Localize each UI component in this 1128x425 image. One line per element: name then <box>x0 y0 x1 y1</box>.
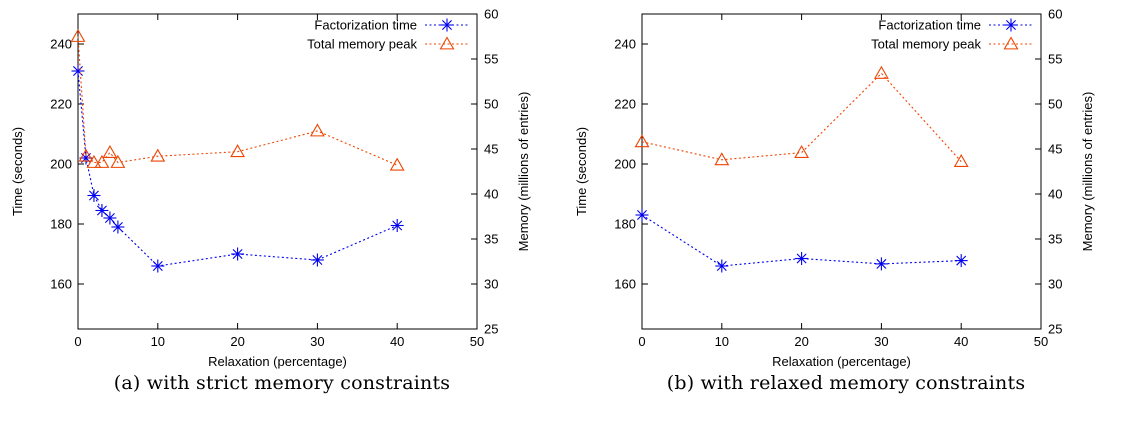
chart-1-series-1-point <box>794 144 810 159</box>
chart-0-series-0-line <box>77 70 398 267</box>
chart-0-series-0-point <box>231 247 245 261</box>
chart-0-y2-tick-label: 30 <box>484 277 498 292</box>
chart-1-y2-tick-label: 45 <box>1048 142 1062 157</box>
chart-0-y2-tick-label: 45 <box>484 142 498 157</box>
chart-0-series-0-point <box>71 64 85 78</box>
chart-0-legend: Factorization time Total memory peak <box>307 18 469 52</box>
chart-1-legend-marker <box>1004 18 1018 32</box>
chart-0-series-1 <box>70 28 405 171</box>
chart-0-series-1-line <box>77 36 398 166</box>
chart-1-series-0-point <box>954 254 968 268</box>
chart-0-series-0 <box>71 64 404 273</box>
chart-0-y-tick-label: 200 <box>50 157 72 172</box>
chart-0-series-0-point <box>87 189 101 202</box>
chart-0-series-1-point <box>102 144 118 159</box>
chart-0-legend-label: Total memory peak <box>307 37 417 52</box>
chart-0-series-1-point <box>309 123 325 137</box>
chart-0-series-0-point <box>103 211 117 225</box>
chart-1-y-tick-label: 240 <box>614 37 636 52</box>
chart-1-series-1-point <box>634 134 650 148</box>
chart-1-y2-tick-label: 40 <box>1048 187 1062 202</box>
chart-1-y-tick-label: 220 <box>614 97 636 112</box>
chart-1-series-0-point <box>715 259 729 273</box>
chart-0-y-tick-label: 180 <box>50 217 72 232</box>
chart-0-x-tick-label: 0 <box>74 334 81 349</box>
chart-0-legend-marker <box>439 36 455 50</box>
chart-0-y2-tick-label: 60 <box>484 7 498 22</box>
chart-0-y-axis-label: Time (seconds) <box>10 127 25 216</box>
chart-0-y-tick-label: 160 <box>50 277 72 292</box>
chart-1-legend-label: Factorization time <box>878 18 981 33</box>
chart-1-y2-tick-label: 60 <box>1048 7 1062 22</box>
chart-1-y-tick-label: 180 <box>614 217 636 232</box>
chart-a-plot: 0 10 20 30 40 50 160 180 200 220 240 25 30 35 40 45 50 55… <box>10 7 531 370</box>
chart-1-x-tick-label: 20 <box>794 334 808 349</box>
chart-0-legend-label: Factorization time <box>314 18 417 33</box>
chart-1-plot-frame <box>641 13 1042 330</box>
chart-1-y-tick-label: 200 <box>614 157 636 172</box>
chart-0-plot-frame <box>77 13 478 330</box>
chart-1-y2-axis-label: Memory (millions of entries) <box>1080 92 1095 252</box>
chart-0-y2-tick-label: 35 <box>484 232 498 247</box>
chart-0-series-1-point <box>86 154 102 168</box>
chart-1-series-0-point <box>795 252 809 265</box>
chart-1-series-0-point <box>635 208 649 222</box>
chart-1-y2-tick-label: 55 <box>1048 52 1062 67</box>
chart-1-y-axis-label: Time (seconds) <box>574 127 589 216</box>
chart-0-x-tick-label: 40 <box>390 334 404 349</box>
chart-b-caption: (b) with relaxed memory constraints <box>666 372 1026 394</box>
chart-panel-a: 0 10 20 30 40 50 160 180 200 220 240 25 30 35 40 45 50 55… <box>10 7 531 395</box>
chart-0-legend-marker <box>440 18 454 32</box>
chart-0-x-tick-label: 30 <box>310 334 324 349</box>
chart-1-y2-tick-label: 50 <box>1048 97 1062 112</box>
chart-a-caption: (a) with strict memory constraints <box>113 372 451 394</box>
chart-0-y2-tick-label: 25 <box>484 322 498 337</box>
chart-0-y2-axis-label: Memory (millions of entries) <box>516 92 531 252</box>
chart-1-series-1-line <box>641 72 962 162</box>
chart-1-series-1-point <box>714 152 730 166</box>
chart-1-x-tick-label: 50 <box>1034 334 1048 349</box>
chart-1-legend: Factorization time Total memory peak <box>871 18 1033 52</box>
chart-1-legend-label: Total memory peak <box>871 37 981 52</box>
chart-0-series-1-point <box>150 148 166 162</box>
chart-b-plot: 0 10 20 30 40 50 160 180 200 220 240 25 30 35 40 45 50 55… <box>574 7 1095 370</box>
chart-1-y2-tick-label: 30 <box>1048 277 1062 292</box>
chart-1-x-axis-label: Relaxation (percentage) <box>772 354 911 369</box>
chart-1-y2-tick-label: 25 <box>1048 322 1062 337</box>
chart-0-series-0-point <box>95 204 109 217</box>
chart-1-x-tick-label: 40 <box>954 334 968 349</box>
chart-0-x-axis-label: Relaxation (percentage) <box>208 354 347 369</box>
chart-0-series-1-point <box>70 28 86 42</box>
chart-1-x-tick-label: 10 <box>715 334 729 349</box>
chart-0-y2-tick-label: 50 <box>484 97 498 112</box>
chart-1-x-tick-label: 30 <box>874 334 888 349</box>
chart-0-series-1-point <box>230 144 246 158</box>
chart-0-y2-tick-label: 40 <box>484 187 498 202</box>
chart-1-series-1 <box>634 65 969 168</box>
chart-0-series-0-point <box>111 220 125 234</box>
chart-1-series-0-point <box>874 257 888 271</box>
chart-1-series-1-point <box>873 65 889 79</box>
chart-0-series-0-point <box>390 219 404 232</box>
chart-1-y2-tick-label: 35 <box>1048 232 1062 247</box>
chart-0-series-1-point <box>94 154 110 168</box>
chart-0-series-0-point <box>310 253 324 267</box>
chart-0-series-1-point <box>78 148 94 162</box>
chart-1-y-tick-label: 160 <box>614 277 636 292</box>
chart-0-x-tick-label: 20 <box>230 334 244 349</box>
chart-0-series-1-point <box>389 157 405 171</box>
chart-1-legend-marker <box>1003 36 1019 50</box>
chart-1-series-0-line <box>641 214 962 267</box>
chart-1-x-tick-label: 0 <box>638 334 645 349</box>
chart-panel-b: 0 10 20 30 40 50 160 180 200 220 240 25 30 35 40 45 50 55… <box>564 0 1128 425</box>
chart-1-series-1-point <box>953 153 969 168</box>
chart-0-series-0-point <box>151 259 165 273</box>
chart-0-series-1-point <box>110 154 126 168</box>
chart-0-x-tick-label: 10 <box>151 334 165 349</box>
chart-1-series-0 <box>635 208 968 273</box>
chart-0-x-tick-label: 50 <box>470 334 484 349</box>
chart-0-y-tick-label: 240 <box>50 37 72 52</box>
chart-0-y-tick-label: 220 <box>50 97 72 112</box>
chart-0-y2-tick-label: 55 <box>484 52 498 67</box>
